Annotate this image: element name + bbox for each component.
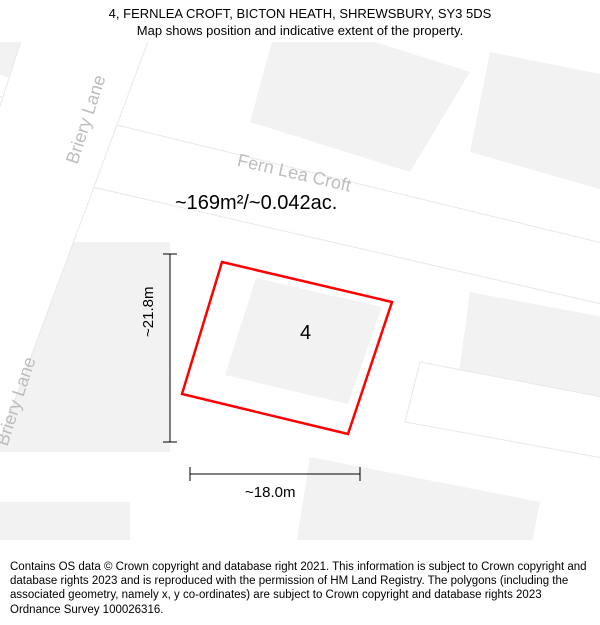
building-shape xyxy=(250,42,470,172)
building-shape xyxy=(0,502,130,540)
area-label: ~169m²/~0.042ac. xyxy=(175,192,337,215)
dim-horizontal-label: ~18.0m xyxy=(245,484,295,501)
page-title: 4, FERNLEA CROFT, BICTON HEATH, SHREWSBU… xyxy=(10,6,590,23)
header: 4, FERNLEA CROFT, BICTON HEATH, SHREWSBU… xyxy=(0,0,600,42)
dim-vertical-label: ~21.8m xyxy=(140,287,157,337)
footer-copyright: Contains OS data © Crown copyright and d… xyxy=(0,554,600,625)
highlight-layer xyxy=(182,262,392,434)
building-shape xyxy=(470,52,600,192)
map-canvas: Fern Lea CroftBriery LaneBriery Lane ~16… xyxy=(0,42,600,540)
property-number: 4 xyxy=(300,322,311,345)
building-shape xyxy=(295,457,540,540)
page-subtitle: Map shows position and indicative extent… xyxy=(10,23,590,40)
